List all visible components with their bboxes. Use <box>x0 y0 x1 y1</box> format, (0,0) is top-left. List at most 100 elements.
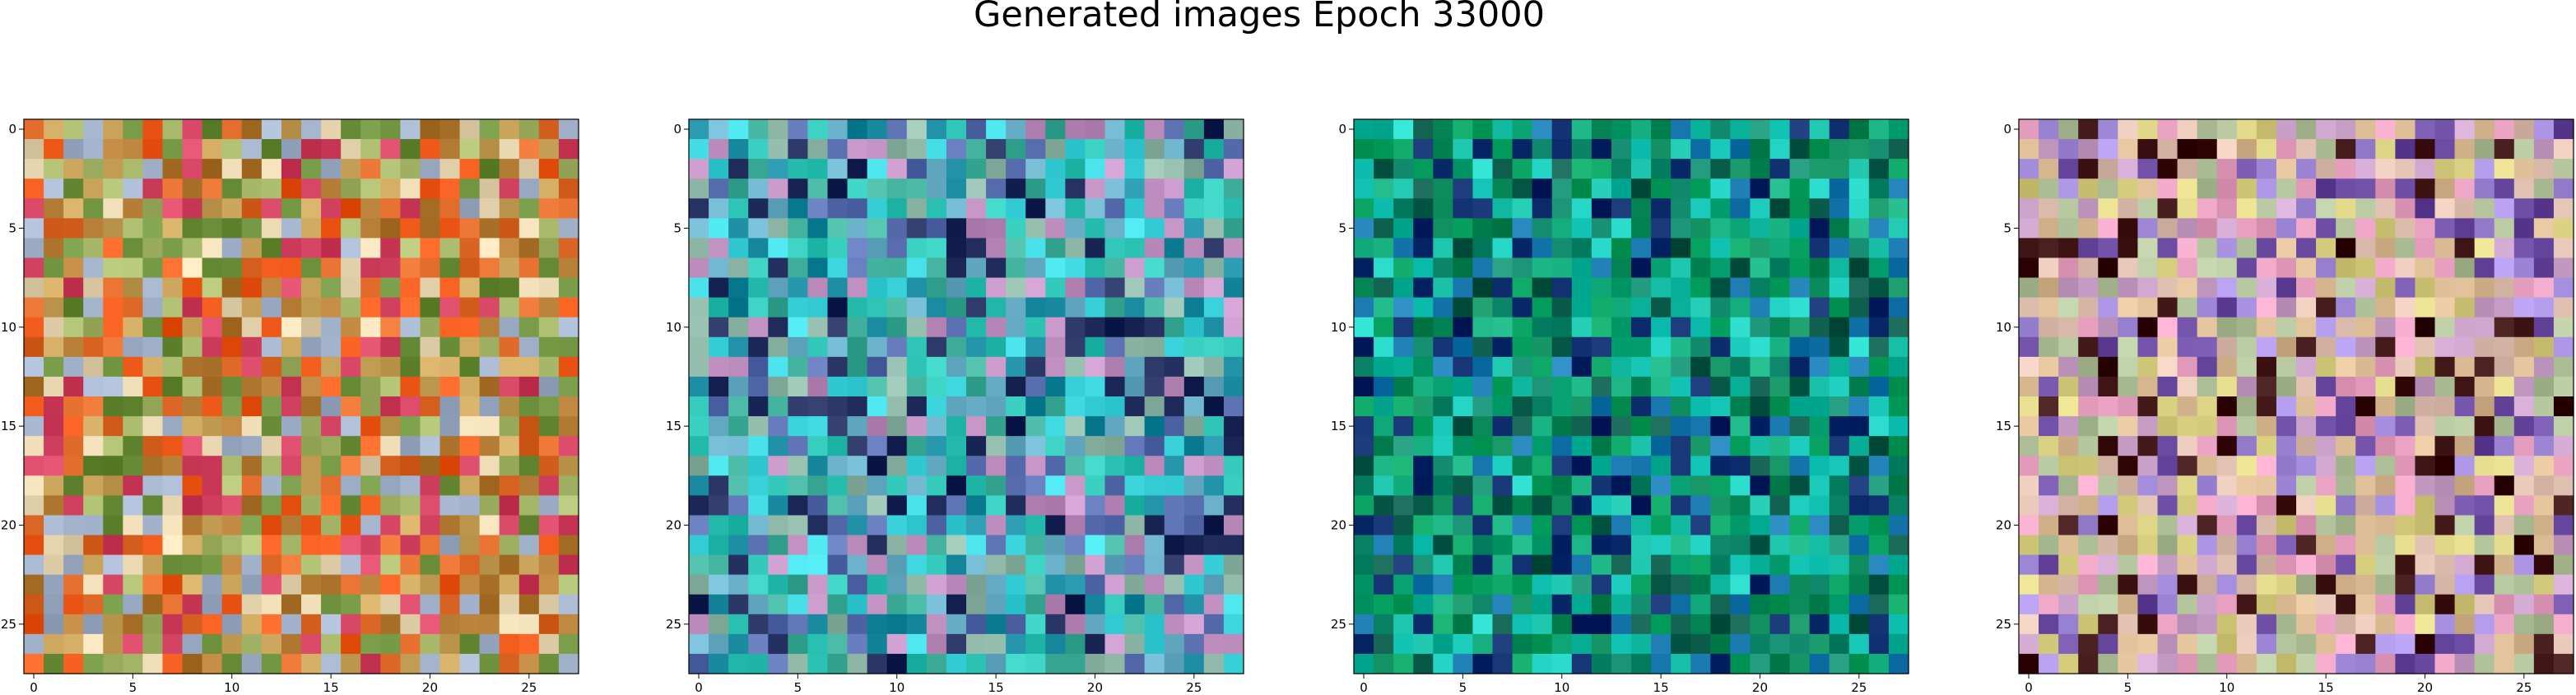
pixel <box>986 376 1007 397</box>
pixel <box>2533 317 2555 338</box>
pixel <box>867 456 888 476</box>
pixel <box>2098 218 2118 239</box>
pixel <box>1393 336 1414 358</box>
pixel <box>768 257 788 279</box>
pixel <box>2296 416 2317 437</box>
pixel <box>1085 436 1106 456</box>
pixel <box>2434 257 2456 279</box>
pixel <box>1591 297 1612 318</box>
pixel <box>2276 456 2297 476</box>
pixel <box>2355 317 2376 338</box>
pixel <box>221 396 243 417</box>
pixel <box>459 594 481 615</box>
pixel <box>2276 317 2297 338</box>
pixel <box>966 297 987 318</box>
pixel <box>1631 535 1652 556</box>
pixel <box>946 178 967 199</box>
pixel <box>360 475 381 496</box>
pixel <box>202 633 223 655</box>
pixel <box>807 277 829 299</box>
pixel <box>2454 178 2476 199</box>
pixel <box>2434 535 2456 556</box>
pixel <box>2395 317 2416 338</box>
pixel <box>518 554 540 576</box>
y-tick-label: 25 <box>1 617 16 632</box>
pixel <box>1104 495 1126 517</box>
pixel <box>1848 257 1870 279</box>
pixel <box>2296 554 2317 576</box>
generated-image-3 <box>1354 119 1909 674</box>
pixel <box>83 436 104 456</box>
pixel <box>1710 633 1731 655</box>
pixel <box>1164 416 1185 437</box>
pixel <box>341 416 361 437</box>
pixel <box>1144 535 1165 556</box>
pixel <box>2533 119 2555 140</box>
pixel <box>1809 198 1830 219</box>
pixel <box>827 238 849 259</box>
pixel <box>2513 554 2535 576</box>
pixel <box>2039 594 2059 615</box>
pixel <box>1848 535 1870 556</box>
pixel <box>1374 515 1394 536</box>
pixel <box>2177 178 2198 199</box>
pixel <box>768 317 788 338</box>
pixel <box>1354 614 1374 635</box>
pixel <box>886 356 908 378</box>
pixel <box>1809 554 1830 576</box>
pixel <box>1085 456 1106 476</box>
pixel <box>1085 574 1106 595</box>
pixel <box>2197 594 2218 615</box>
pixel <box>1104 436 1126 456</box>
pixel <box>321 614 342 635</box>
pixel <box>261 139 282 160</box>
pixel <box>1769 297 1791 318</box>
pixel <box>2415 633 2436 655</box>
pixel <box>400 436 421 456</box>
pixel <box>886 436 908 456</box>
pixel <box>1710 119 1731 140</box>
pixel <box>439 515 461 536</box>
pixel <box>2256 238 2277 259</box>
pixel <box>439 257 461 279</box>
pixel <box>420 456 441 476</box>
pixel <box>1591 277 1612 299</box>
pixel <box>1025 317 1046 338</box>
pixel <box>1085 356 1106 378</box>
pixel <box>2236 119 2257 140</box>
pixel <box>986 436 1007 456</box>
pixel <box>1124 653 1146 674</box>
pixel <box>2415 515 2436 536</box>
pixel <box>906 356 928 378</box>
pixel <box>2019 436 2039 456</box>
pixel <box>966 456 987 476</box>
pixel <box>1492 456 1514 476</box>
pixel <box>1104 633 1126 655</box>
pixel <box>2474 456 2495 476</box>
pixel <box>123 218 144 239</box>
pixel <box>1809 238 1830 259</box>
pixel <box>1789 336 1811 358</box>
pixel <box>1065 317 1086 338</box>
pixel <box>1829 198 1850 219</box>
pixel <box>558 317 579 338</box>
pixel <box>44 178 64 199</box>
x-tick-label: 5 <box>1459 680 1467 695</box>
pixel <box>1085 218 1106 239</box>
pixel <box>2019 178 2039 199</box>
pixel <box>709 297 729 318</box>
pixel <box>946 416 967 437</box>
pixel <box>2415 554 2436 576</box>
pixel <box>63 277 84 299</box>
pixel <box>24 178 44 199</box>
pixel <box>1413 535 1434 556</box>
pixel <box>2533 178 2555 199</box>
pixel <box>1730 456 1751 476</box>
pixel <box>2296 198 2317 219</box>
pixel <box>1433 218 1453 239</box>
pixel <box>689 356 709 378</box>
pixel <box>1769 574 1791 595</box>
pixel <box>1413 436 1434 456</box>
pixel <box>321 119 342 140</box>
pixel <box>142 456 164 476</box>
